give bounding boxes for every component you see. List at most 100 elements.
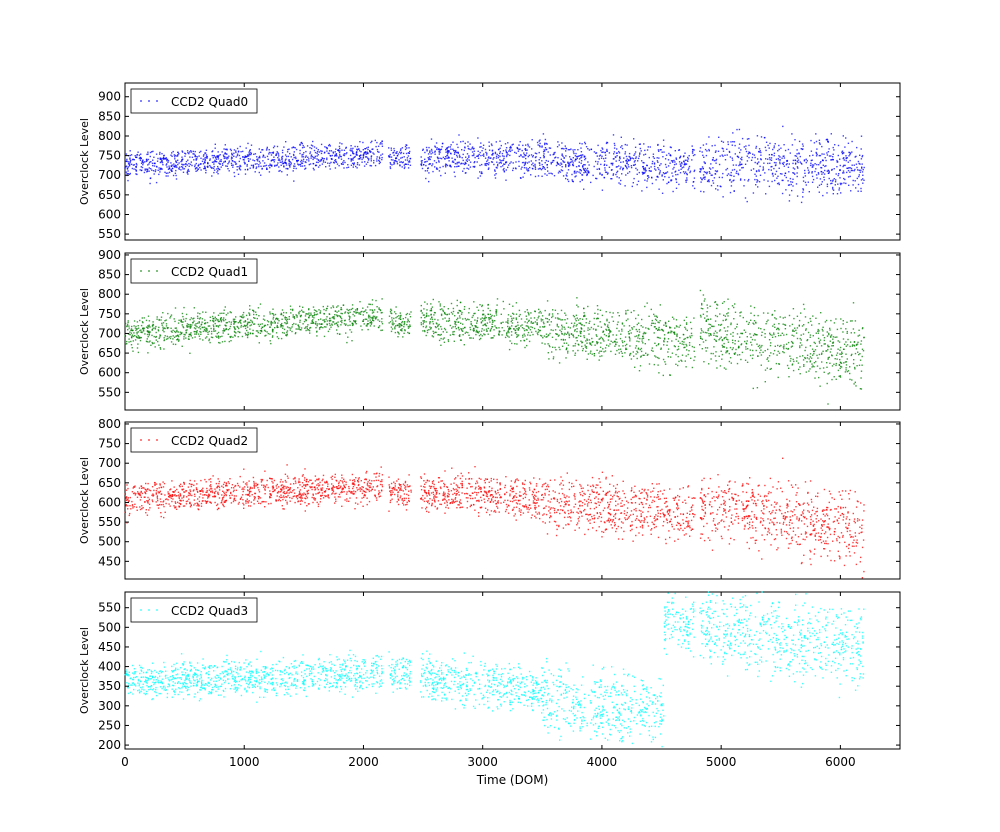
data-point [803, 189, 804, 190]
data-point [859, 170, 860, 171]
data-point [614, 147, 615, 148]
data-point [174, 321, 175, 322]
data-point [606, 319, 607, 320]
data-point [692, 367, 693, 368]
data-point [654, 364, 655, 365]
data-point [409, 314, 410, 315]
data-point [550, 173, 551, 174]
data-point [562, 346, 563, 347]
data-point [560, 319, 561, 320]
data-point [375, 140, 376, 141]
data-point [330, 327, 331, 328]
y-axis-label: Overclock Level [78, 118, 91, 205]
data-point [526, 318, 527, 319]
data-point [507, 335, 508, 336]
data-point [461, 312, 462, 313]
data-point [235, 329, 236, 330]
data-point [852, 184, 853, 185]
data-point [831, 133, 832, 134]
data-point [725, 169, 726, 170]
data-point [226, 149, 227, 150]
data-point [559, 318, 560, 319]
data-point [583, 172, 584, 173]
data-point [829, 178, 830, 179]
data-point [272, 309, 273, 310]
data-point [353, 153, 354, 154]
data-point [587, 174, 588, 175]
data-point [663, 340, 664, 341]
data-point [498, 155, 499, 156]
data-point [318, 159, 319, 160]
data-point [440, 338, 441, 339]
data-point [472, 151, 473, 152]
data-point [801, 334, 802, 335]
data-point [592, 354, 593, 355]
data-point [176, 155, 177, 156]
data-point [732, 180, 733, 181]
data-point [464, 309, 465, 310]
data-point [221, 317, 222, 318]
data-point [526, 167, 527, 168]
data-point [762, 170, 763, 171]
data-point [760, 152, 761, 153]
data-point [126, 160, 127, 161]
data-point [266, 148, 267, 149]
data-point [364, 323, 365, 324]
data-point [482, 325, 483, 326]
data-point [683, 166, 684, 167]
data-point [528, 161, 529, 162]
data-point [173, 163, 174, 164]
data-point [149, 183, 150, 184]
data-point [575, 153, 576, 154]
data-point [136, 154, 137, 155]
data-point [130, 341, 131, 342]
data-point [309, 315, 310, 316]
data-point [589, 321, 590, 322]
data-point [191, 324, 192, 325]
data-point [164, 327, 165, 328]
data-point [376, 160, 377, 161]
data-point [689, 172, 690, 173]
data-point [403, 161, 404, 162]
data-point [140, 329, 141, 330]
data-point [324, 152, 325, 153]
data-point [286, 323, 287, 324]
data-point [689, 155, 690, 156]
data-point [149, 320, 150, 321]
data-point [372, 312, 373, 313]
data-point [182, 313, 183, 314]
data-point [190, 164, 191, 165]
data-point [600, 342, 601, 343]
data-point [497, 165, 498, 166]
data-point [571, 174, 572, 175]
data-point [792, 335, 793, 336]
data-point [341, 159, 342, 160]
data-point [341, 307, 342, 308]
data-point [663, 325, 664, 326]
data-point [473, 166, 474, 167]
data-point [477, 327, 478, 328]
data-point [439, 340, 440, 341]
data-point [576, 297, 577, 298]
data-point [767, 145, 768, 146]
data-point [380, 162, 381, 163]
data-point [626, 160, 627, 161]
data-point [333, 307, 334, 308]
data-point [601, 152, 602, 153]
data-point [521, 167, 522, 168]
data-point [826, 152, 827, 153]
data-point [317, 151, 318, 152]
data-point [480, 318, 481, 319]
data-point [629, 330, 630, 331]
data-point [391, 331, 392, 332]
data-point [219, 163, 220, 164]
data-point [752, 157, 753, 158]
data-point [285, 163, 286, 164]
data-point [797, 176, 798, 177]
data-point [796, 149, 797, 150]
data-point [735, 153, 736, 154]
data-point [432, 163, 433, 164]
data-point [557, 324, 558, 325]
data-point [548, 161, 549, 162]
data-point [231, 324, 232, 325]
